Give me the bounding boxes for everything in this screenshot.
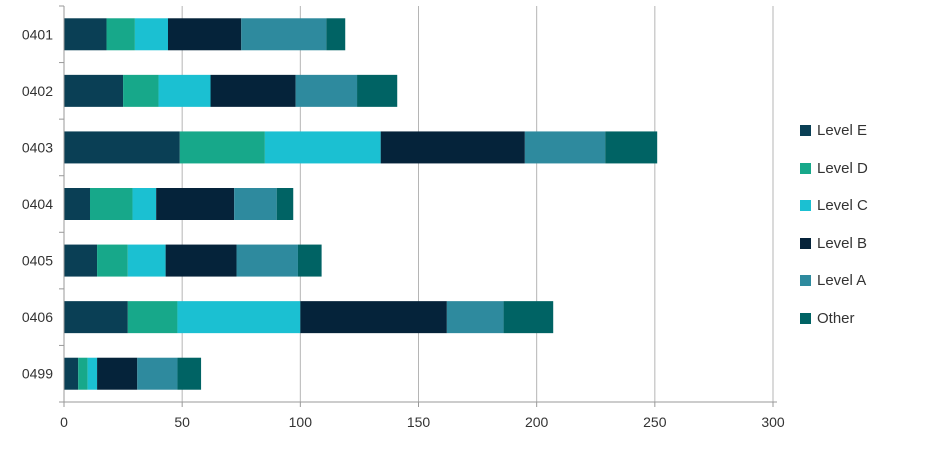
bar-0404-other <box>276 188 294 220</box>
bar-0403-level-d <box>179 131 265 164</box>
bar-0403-level-b <box>380 131 525 164</box>
legend-label: Level B <box>817 234 868 252</box>
legend-item-level-d: Level D <box>800 150 868 188</box>
bar-0406-level-d <box>127 301 178 334</box>
bar-0405-level-a <box>236 244 298 277</box>
bar-0402-level-e <box>64 74 124 107</box>
x-tick-label: 300 <box>761 414 785 430</box>
bar-0405-level-b <box>165 244 237 277</box>
y-tick-label-0403: 0403 <box>22 139 53 155</box>
bar-0404-level-a <box>234 188 277 220</box>
bar-0499-level-c <box>87 357 98 390</box>
bar-0401-level-d <box>106 18 135 51</box>
bar-0401-other <box>326 18 346 51</box>
y-tick-label-0405: 0405 <box>22 253 53 269</box>
x-tick-label: 250 <box>643 414 667 430</box>
legend-label: Other <box>817 309 855 327</box>
bar-0405-level-c <box>127 244 166 277</box>
bar-0403-level-a <box>524 131 606 164</box>
bar-0403-level-e <box>64 131 180 164</box>
legend-item-level-b: Level B <box>800 225 868 263</box>
bar-0405-other <box>297 244 322 277</box>
legend-swatch-level-c <box>800 200 811 212</box>
legend-swatch-level-a <box>800 275 811 287</box>
bar-0405-level-e <box>64 244 98 277</box>
bar-0401-level-e <box>64 18 107 51</box>
x-tick-label: 100 <box>289 414 313 430</box>
y-tick-label-0402: 0402 <box>22 83 53 99</box>
bar-0404-level-c <box>132 188 157 220</box>
bar-0404-level-b <box>156 188 235 220</box>
grid-lines <box>181 6 774 402</box>
bar-0406-level-e <box>64 301 128 334</box>
legend-item-level-c: Level C <box>800 187 868 225</box>
bar-0403-level-c <box>264 131 381 164</box>
y-tick-label-0406: 0406 <box>22 309 53 325</box>
axes: 0 50 100 150 200 250 300 0401 0402 0403 0404 0405 04… <box>22 5 785 430</box>
bar-0401-level-c <box>134 18 168 51</box>
x-tick-label: 200 <box>525 414 549 430</box>
legend-item-other: Other <box>800 300 868 338</box>
legend-swatch-level-e <box>800 125 811 137</box>
bar-0402-level-d <box>123 74 159 107</box>
bar-0499-level-a <box>137 357 178 390</box>
legend-item-level-a: Level A <box>800 262 868 300</box>
bar-0402-level-b <box>210 74 296 107</box>
bar-0401-level-b <box>167 18 242 51</box>
legend-label: Level A <box>817 272 867 290</box>
legend-label: Level C <box>817 197 868 215</box>
bars <box>64 18 658 390</box>
bar-0406-other <box>503 301 554 334</box>
bar-0499-other <box>177 357 202 390</box>
bar-0499-level-b <box>97 357 138 390</box>
bar-0401-level-a <box>241 18 327 51</box>
bar-0499-level-d <box>78 357 88 390</box>
legend-swatch-level-b <box>800 237 811 249</box>
y-tick-label-0499: 0499 <box>22 366 53 382</box>
x-tick-label: 150 <box>407 414 431 430</box>
legend-label: Level D <box>817 159 868 177</box>
bar-0402-level-c <box>158 74 211 107</box>
bar-0404-level-e <box>64 188 90 220</box>
bar-0402-level-a <box>295 74 358 107</box>
bar-0406-level-a <box>446 301 504 334</box>
legend-swatch-other <box>800 312 811 324</box>
legend-item-level-e: Level E <box>800 112 868 150</box>
bar-0403-other <box>605 131 658 164</box>
bar-0499-level-e <box>64 357 79 390</box>
legend-label: Level E <box>817 122 868 140</box>
bar-0406-level-b <box>300 301 447 334</box>
x-tick-label: 50 <box>174 414 190 430</box>
y-tick-label-0401: 0401 <box>22 26 53 42</box>
legend-swatch-level-d <box>800 162 811 174</box>
bar-0405-level-d <box>97 244 128 277</box>
bar-0406-level-c <box>177 301 301 334</box>
x-tick-label: 0 <box>60 414 68 430</box>
y-tick-label-0404: 0404 <box>22 196 53 212</box>
bar-0404-level-d <box>89 188 133 220</box>
legend: Level E Level D Level C Level B Level A Other <box>800 112 868 337</box>
bar-0402-other <box>357 74 398 107</box>
